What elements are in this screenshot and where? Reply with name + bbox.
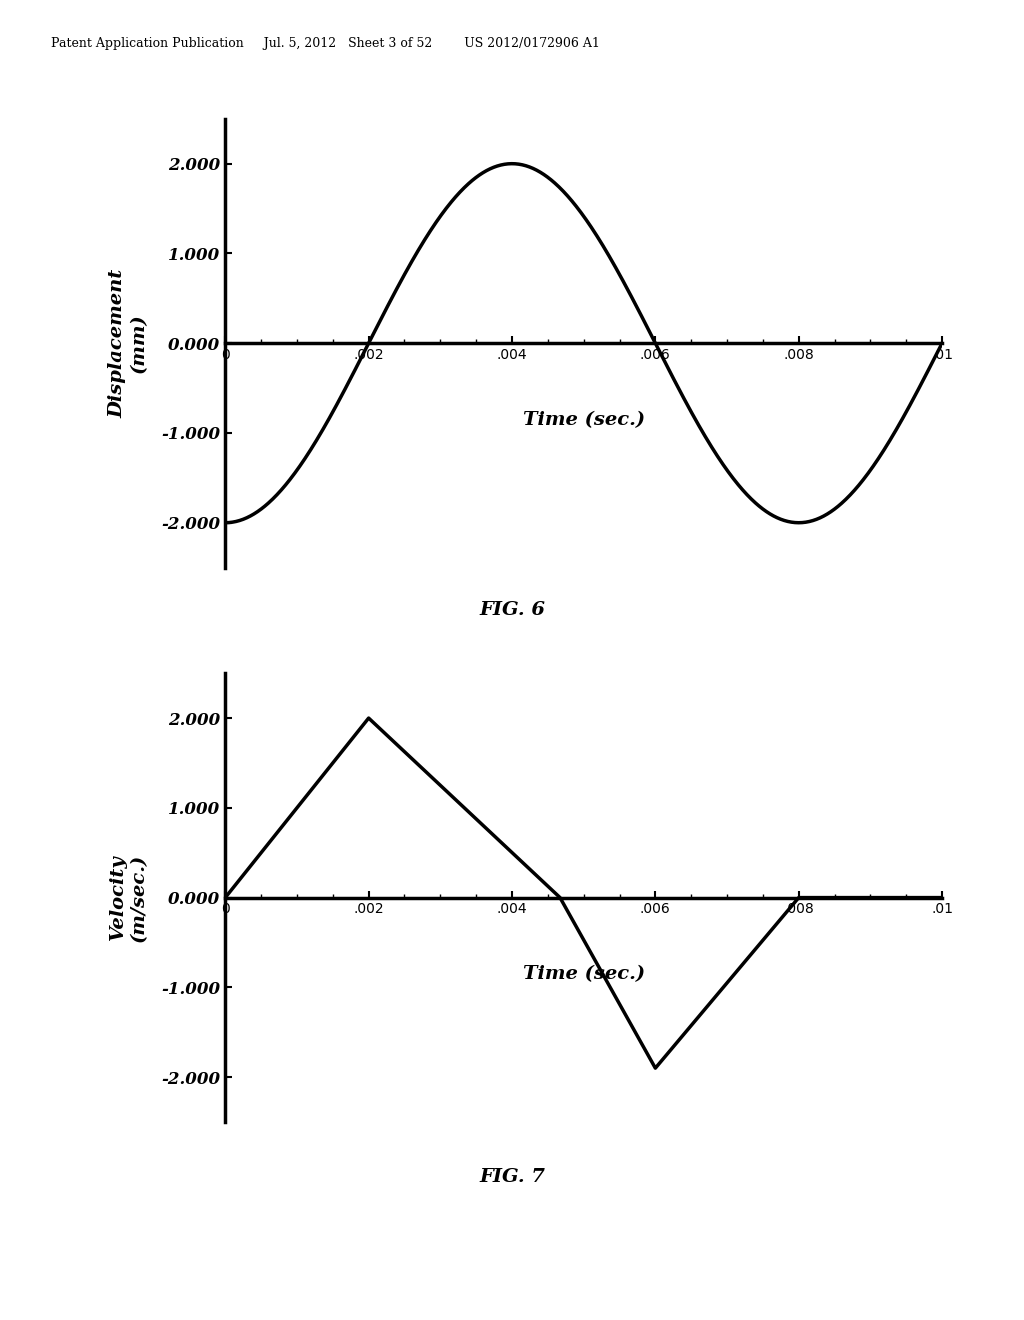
Text: FIG. 7: FIG. 7 [479, 1168, 545, 1187]
Y-axis label: Displacement
(mm): Displacement (mm) [109, 268, 147, 418]
X-axis label: Time (sec.): Time (sec.) [522, 411, 645, 429]
Text: FIG. 6: FIG. 6 [479, 601, 545, 619]
Text: Patent Application Publication     Jul. 5, 2012   Sheet 3 of 52        US 2012/0: Patent Application Publication Jul. 5, 2… [51, 37, 600, 50]
X-axis label: Time (sec.): Time (sec.) [522, 965, 645, 983]
Y-axis label: Velocity
(m/sec.): Velocity (m/sec.) [109, 854, 147, 941]
